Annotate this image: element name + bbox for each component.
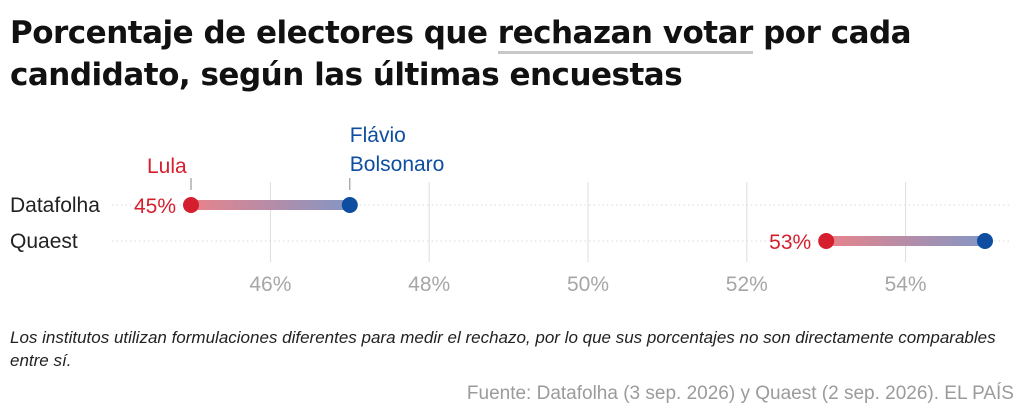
series-label-lula: Lula: [147, 155, 187, 178]
series-label-flavio: Flávio Bolsonaro: [350, 124, 445, 176]
x-tick-label: 48%: [408, 273, 450, 296]
dot-flavio: [341, 197, 358, 213]
dumbbell-chart: Datafolha Quaest 45% 53% Lula Flávio Bolsona…: [10, 124, 1010, 296]
chart-source: Fuente: Datafolha (3 sep. 2026) y Quaest…: [466, 383, 1014, 404]
series-label-line: Bolsonaro: [350, 153, 445, 176]
title-text-start: Porcentaje de electores que: [10, 15, 498, 51]
x-tick-label: 52%: [726, 273, 768, 296]
chart-note: Los institutos utilizan formulaciones di…: [10, 328, 996, 370]
dumbbell-bar: [191, 200, 350, 210]
series-label-line: Flávio: [350, 124, 406, 147]
dot-lula: [818, 233, 835, 249]
dot-lula: [183, 197, 199, 213]
x-tick-label: 50%: [567, 273, 609, 296]
chart-title: Porcentaje de electores que rechazan vot…: [10, 12, 1010, 96]
x-tick-label: 54%: [885, 273, 927, 296]
dot-flavio: [977, 233, 993, 249]
x-tick-label: 46%: [249, 273, 291, 296]
row-label: Quaest: [10, 230, 78, 253]
row-label: Datafolha: [10, 194, 100, 217]
value-label: 45%: [134, 195, 176, 218]
title-text-end: por cada candidato, según las últimas en…: [10, 15, 912, 93]
dumbbell-bar: [826, 236, 985, 246]
title-highlight: rechazan votar: [497, 15, 753, 54]
value-label: 53%: [769, 231, 811, 254]
